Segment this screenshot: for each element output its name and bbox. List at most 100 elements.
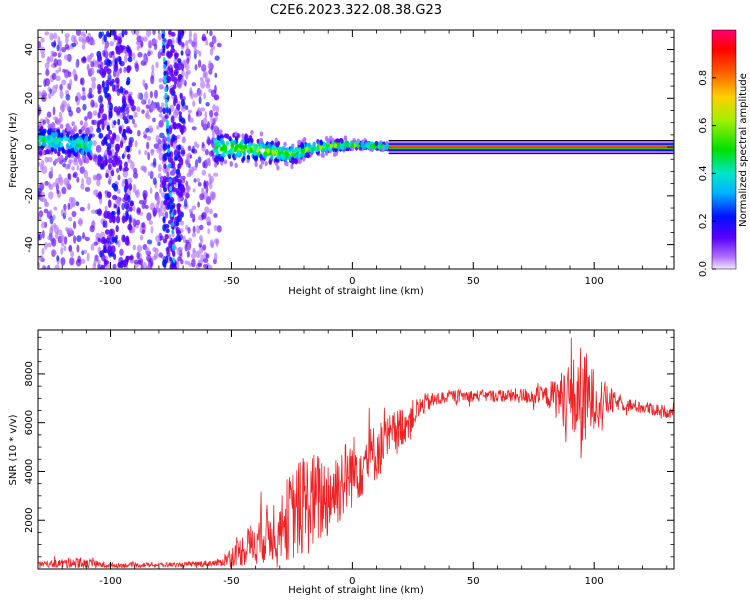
spectrogram-cell <box>176 103 181 111</box>
spectrogram-cell <box>75 106 81 114</box>
spectrogram-cell <box>291 159 295 165</box>
spectrogram-cell <box>200 107 206 112</box>
spectrogram-cell <box>68 110 74 117</box>
spectrogram-cell <box>40 37 45 43</box>
spectrogram-cell <box>201 212 205 221</box>
spectrogram-cell <box>147 262 151 267</box>
spectrogram-cell <box>139 234 144 241</box>
spectrogram-cell <box>152 117 156 123</box>
spectrogram-cell <box>197 201 200 208</box>
spectrogram-cell <box>185 105 189 111</box>
spectrogram-cell <box>110 245 116 254</box>
spectrogram-cell <box>76 164 80 171</box>
spectrogram-cell <box>144 204 149 210</box>
spectrogram-cell <box>213 94 220 101</box>
spectrogram-cell <box>137 92 142 100</box>
spectrogram-cell <box>121 30 125 38</box>
spectrogram-cell <box>68 126 72 132</box>
spectrogram-cell <box>136 244 143 253</box>
spectrogram-cell <box>38 141 42 147</box>
spectrogram-cell <box>63 54 70 61</box>
y-tick-label: 40 <box>24 43 35 56</box>
spectrogram-cell <box>61 46 67 53</box>
spectrogram-cell <box>215 131 221 137</box>
spectrogram-cell <box>166 136 170 142</box>
spectrogram-cell <box>202 117 208 125</box>
spectrogram-cell <box>320 152 324 158</box>
spectrogram-cell <box>60 104 64 110</box>
spectrogram-cell <box>82 125 86 131</box>
spectrogram-cell <box>300 142 305 149</box>
spectrogram-cell <box>55 138 60 145</box>
spectrogram-cell <box>209 41 214 48</box>
spectrogram-cell <box>105 79 110 87</box>
spectrogram-cell <box>59 123 64 129</box>
spectrogram-cell <box>56 255 60 262</box>
spectrogram-cell <box>42 265 47 269</box>
spectrogram-cell <box>39 255 44 263</box>
spectrogram-cell <box>90 67 95 76</box>
spectrogram-cell <box>324 150 329 156</box>
spectrogram-cell <box>259 131 264 137</box>
spectrogram-cell <box>50 91 55 97</box>
spectrogram-cell <box>197 156 202 164</box>
spectrogram-cell <box>193 92 199 98</box>
spectrogram-cell <box>104 260 109 265</box>
spectrogram-cell <box>192 188 196 193</box>
colorbar-tick-label: 0.4 <box>698 165 709 181</box>
spectrogram-cell <box>109 137 115 145</box>
spectrogram-cell <box>216 225 222 233</box>
spectrogram-cell <box>213 111 219 117</box>
y-tick-label: 6000 <box>24 410 35 435</box>
spectrogram-cell <box>135 219 141 226</box>
spectrogram-cell <box>41 130 46 136</box>
spectrogram-cell <box>57 35 61 45</box>
spectrogram-cell <box>49 209 53 215</box>
spectrogram-cell <box>203 92 206 100</box>
spectrogram-cell <box>75 201 80 207</box>
spectrogram-cell <box>202 70 209 79</box>
spectrogram-ridge-band <box>388 146 674 148</box>
spectrogram-cell <box>192 225 196 234</box>
spectrogram-cell <box>48 191 54 200</box>
spectrogram-cell <box>127 195 131 203</box>
spectrogram-cell <box>50 41 57 47</box>
spectrogram-cell <box>57 156 61 162</box>
spectrogram-cell <box>87 203 91 211</box>
spectrogram-cell <box>329 143 333 149</box>
spectrogram-cell <box>283 160 288 166</box>
spectrogram-cell <box>202 258 209 264</box>
spectrogram-cell <box>113 203 118 209</box>
spectrogram-cell <box>262 143 266 149</box>
spectrogram-cell <box>180 124 185 131</box>
spectrogram-cell <box>58 51 62 57</box>
spectrogram-cell <box>80 31 86 36</box>
spectrogram-cell <box>162 56 166 62</box>
spectrogram-cell <box>179 220 185 226</box>
spectrogram-cell <box>253 155 257 161</box>
spectrogram-cell <box>210 192 216 201</box>
spectrogram-cell <box>121 202 125 211</box>
spectrogram-cell <box>117 118 121 126</box>
spectrogram-cell <box>125 255 131 261</box>
spectrogram-cell <box>80 77 85 86</box>
spectrogram-cell <box>137 129 141 137</box>
spectrogram-cell <box>99 68 105 76</box>
spectrogram-cell <box>74 147 79 153</box>
spectrogram-cell <box>154 89 158 99</box>
spectrogram-cell <box>57 59 62 65</box>
spectrogram-cell <box>92 219 95 226</box>
spectrogram-cell <box>178 111 182 116</box>
spectrogram-cell <box>170 222 174 228</box>
spectrogram-cell <box>103 136 108 145</box>
spectrogram-cell <box>119 140 124 149</box>
spectrogram-cell <box>381 147 385 153</box>
spectrogram-cell <box>162 224 167 232</box>
spectrogram-cell <box>107 158 113 164</box>
spectrogram-cell <box>197 59 202 68</box>
spectrogram-cell <box>114 58 118 65</box>
spectrogram-cell <box>271 149 275 155</box>
spectrogram-cell <box>190 90 194 100</box>
spectrogram-cell <box>152 30 156 36</box>
spectrogram-cell <box>119 248 124 256</box>
